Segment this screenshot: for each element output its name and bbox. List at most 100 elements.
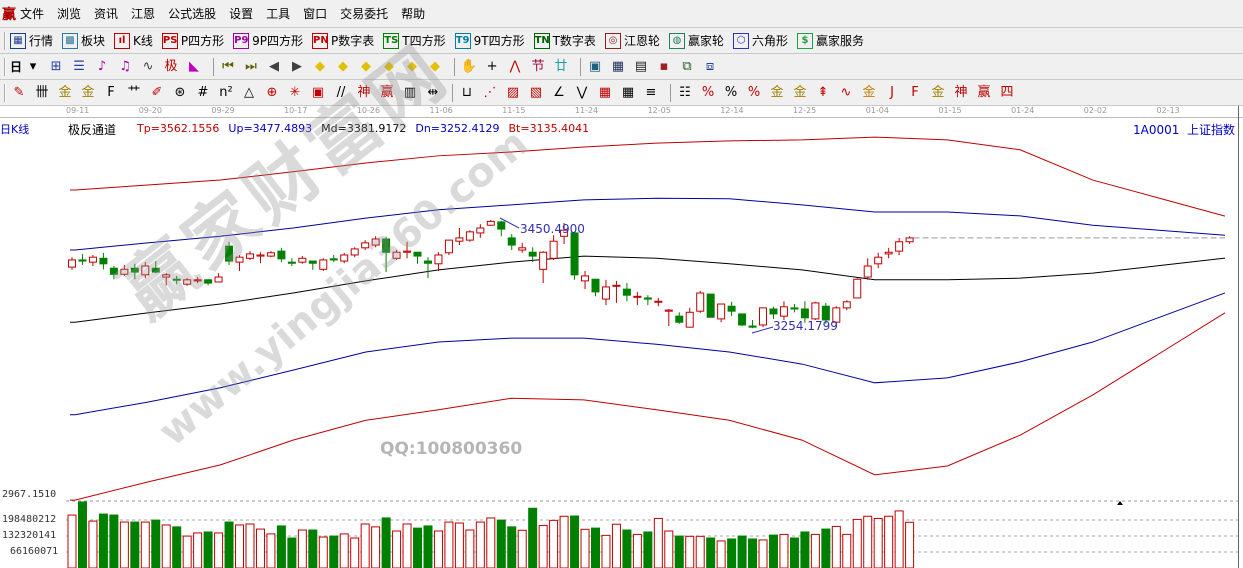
percent-icon[interactable]: %: [724, 84, 738, 100]
toolbar-button[interactable]: P9 9P四方形: [233, 32, 303, 49]
angle-icon[interactable]: ∠: [553, 84, 565, 100]
menu-item[interactable]: 资讯: [94, 7, 119, 21]
period-dropdown-icon[interactable]: ▾: [29, 58, 37, 74]
god-angle-icon[interactable]: 神: [954, 84, 968, 100]
diamond-vexpand-icon[interactable]: ◆: [407, 58, 418, 74]
menu-item[interactable]: 帮助: [401, 7, 426, 21]
diamond-vshrink-icon[interactable]: ◆: [430, 58, 441, 74]
festival-icon[interactable]: 节: [531, 58, 545, 74]
period-selector[interactable]: 日: [10, 60, 23, 74]
square-fan-icon[interactable]: ▨: [506, 84, 520, 100]
pen-icon[interactable]: ✎: [13, 84, 25, 100]
menu-item[interactable]: 设置: [229, 7, 254, 21]
gold-grid2-icon[interactable]: 金: [81, 84, 95, 100]
calendar-icon[interactable]: ▣: [588, 58, 602, 74]
menu-item[interactable]: 文件: [20, 7, 45, 21]
diamond-left-icon[interactable]: ◆: [315, 58, 326, 74]
toolbar-button[interactable]: PN P数字表: [312, 32, 374, 49]
ruler-table-icon[interactable]: ☷: [679, 84, 691, 100]
fan-lines-icon[interactable]: ⋰: [483, 84, 497, 100]
box-tool-icon[interactable]: ⊔: [461, 84, 473, 100]
list-icon[interactable]: ☰: [73, 58, 85, 74]
next-icon[interactable]: ▶: [292, 58, 303, 74]
bar-grid-icon[interactable]: ▥: [403, 84, 417, 100]
indicator9-icon[interactable]: ♫: [119, 58, 131, 74]
star-icon[interactable]: ✳: [289, 84, 301, 100]
menu-item[interactable]: 江恩: [131, 7, 156, 21]
grid-lines-icon[interactable]: 卌: [35, 84, 49, 100]
indicator3-icon[interactable]: ♪: [97, 58, 107, 74]
gold-lines-icon[interactable]: 金: [793, 84, 807, 100]
menu-item[interactable]: 窗口: [303, 7, 328, 21]
extreme-icon[interactable]: 极: [164, 58, 178, 74]
diamond-expand-icon[interactable]: ◆: [361, 58, 372, 74]
chart-window-icon[interactable]: ⊞: [50, 58, 62, 74]
solar-term-icon[interactable]: 廿: [554, 58, 568, 74]
draw-line-icon[interactable]: ⋀: [509, 58, 521, 74]
rocket-icon[interactable]: ⇞: [817, 84, 829, 100]
gold-box-icon[interactable]: 金: [862, 84, 876, 100]
percent-lines-icon[interactable]: %: [747, 84, 761, 100]
triangle-icon[interactable]: △: [244, 84, 254, 100]
toolbar-button[interactable]: ◍ 赢家轮: [668, 32, 724, 49]
toolbar-button[interactable]: ıl K线: [114, 32, 153, 49]
menu-item[interactable]: 工具: [266, 7, 291, 21]
toolbar-grip[interactable]: [4, 83, 6, 102]
win-lines-icon[interactable]: 赢: [380, 84, 394, 100]
diamond-shrink-icon[interactable]: ◆: [384, 58, 395, 74]
table-grid-icon[interactable]: ▦: [598, 84, 612, 100]
hand-icon[interactable]: ✋: [460, 58, 478, 74]
zigzag-icon[interactable]: ⋁: [576, 84, 588, 100]
j-angle-icon[interactable]: J: [890, 84, 894, 100]
percent-line-icon[interactable]: %: [701, 84, 715, 100]
parallel-icon[interactable]: ≡: [645, 84, 657, 100]
export-icon[interactable]: ⧈: [705, 58, 715, 74]
toolbar-button[interactable]: $ 赢家服务: [796, 32, 864, 49]
prev-icon[interactable]: ◀: [269, 58, 280, 74]
notebook-icon[interactable]: ▤: [634, 58, 648, 74]
save-icon[interactable]: ▪: [659, 58, 669, 74]
fib-lines-icon[interactable]: F: [107, 84, 115, 100]
square-target-icon[interactable]: ▣: [311, 84, 325, 100]
toolbar-grip[interactable]: [4, 57, 6, 76]
measure-icon[interactable]: ⇹: [427, 84, 439, 100]
gold-coin-icon[interactable]: 金: [770, 84, 784, 100]
god-lines-icon[interactable]: 神: [357, 84, 371, 100]
four-angle-icon[interactable]: 四: [1000, 84, 1014, 100]
toolbar-button[interactable]: ▦ 行情: [10, 32, 53, 49]
toolbar-button[interactable]: ◎ 江恩轮: [604, 32, 660, 49]
toolbar-button[interactable]: TS T四方形: [383, 32, 446, 49]
ruler-circle-icon[interactable]: ⊛: [174, 84, 186, 100]
network-icon[interactable]: ⧉: [682, 58, 692, 74]
toolbar-grip[interactable]: [4, 31, 6, 50]
color-flag-icon[interactable]: ◣: [189, 58, 200, 74]
toolbar-button[interactable]: T9 9T四方形: [454, 32, 525, 49]
eraser-icon[interactable]: ✐: [151, 84, 163, 100]
hash-lines-icon[interactable]: #: [197, 84, 209, 100]
wave-tool-icon[interactable]: ∿: [142, 58, 154, 74]
gold-grid-icon[interactable]: 金: [58, 84, 72, 100]
table-grid2-icon[interactable]: ▦: [621, 84, 635, 100]
square-fan2-icon[interactable]: ▧: [529, 84, 543, 100]
target-icon[interactable]: ⊕: [266, 84, 278, 100]
f-angle-icon[interactable]: F: [911, 84, 919, 100]
n2-lines-icon[interactable]: n²: [219, 84, 233, 100]
calculator-icon[interactable]: ▦: [611, 58, 625, 74]
menu-item[interactable]: 公式选股: [168, 7, 217, 21]
crosshair-icon[interactable]: +: [486, 58, 498, 74]
volume-bar: [276, 525, 286, 568]
last-icon[interactable]: ⏭: [245, 58, 257, 74]
diamond-right-icon[interactable]: ◆: [338, 58, 349, 74]
toolbar-button[interactable]: ⬡ 六角形: [732, 32, 788, 49]
menu-item[interactable]: 浏览: [57, 7, 82, 21]
menu-item[interactable]: 交易委托: [340, 7, 389, 21]
slash-lines-icon[interactable]: //: [336, 84, 346, 100]
toolbar-button[interactable]: TN T数字表: [533, 32, 596, 49]
first-icon[interactable]: ⏮: [222, 58, 234, 74]
toolbar-button[interactable]: PS P四方形: [161, 32, 224, 49]
cycle-lines-icon[interactable]: 艹: [127, 84, 141, 100]
wave-box-icon[interactable]: ∿: [840, 84, 852, 100]
win-angle-icon[interactable]: 赢: [977, 84, 991, 100]
gold-angle-icon[interactable]: 金: [931, 84, 945, 100]
toolbar-button[interactable]: ▩ 板块: [62, 32, 105, 49]
